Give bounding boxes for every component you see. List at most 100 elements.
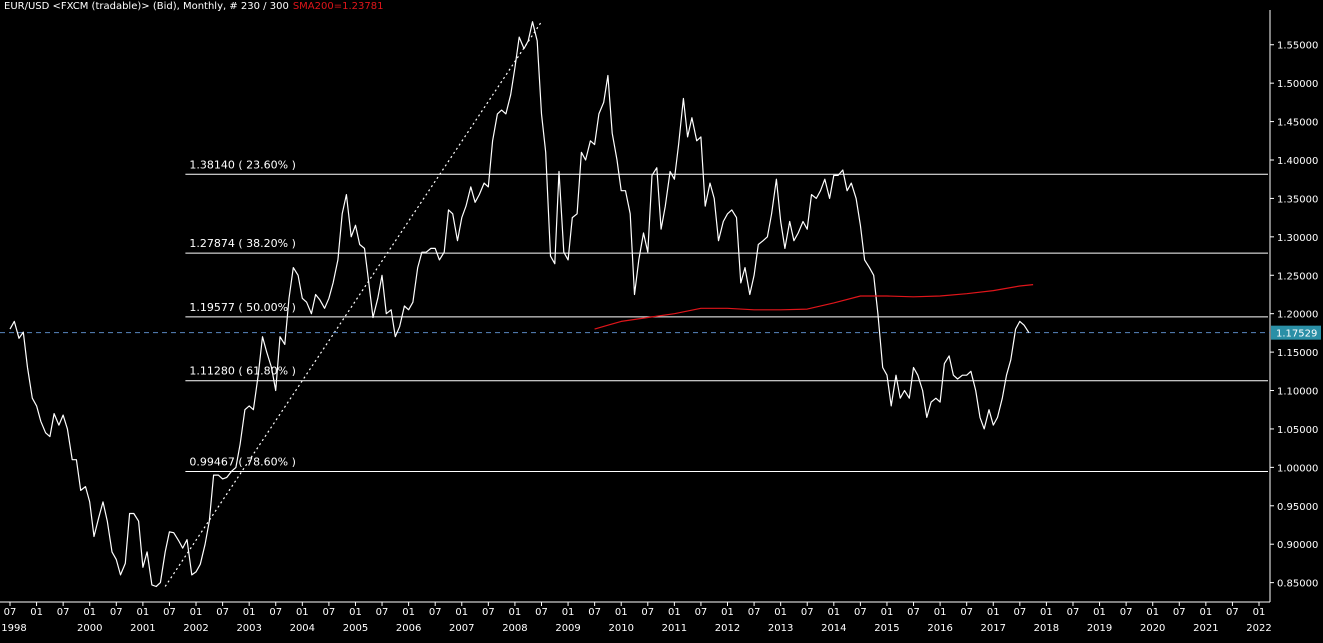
x-tick-label: 01 — [30, 607, 43, 618]
x-tick-label: 07 — [216, 607, 229, 618]
current-price-label: 1.17529 — [1276, 329, 1317, 340]
fib-level-label: 1.19577 ( 50.00% ) — [189, 301, 296, 314]
x-year-label: 2006 — [396, 623, 421, 634]
x-tick-label: 07 — [482, 607, 495, 618]
y-tick-label: 1.30000 — [1277, 233, 1318, 244]
x-year-label: 2002 — [183, 623, 208, 634]
y-tick-label: 1.20000 — [1277, 310, 1318, 321]
x-tick-label: 07 — [110, 607, 123, 618]
x-tick-label: 07 — [801, 607, 814, 618]
x-tick-label: 01 — [1040, 607, 1053, 618]
y-tick-label: 1.05000 — [1277, 425, 1318, 436]
x-year-label: 2020 — [1140, 623, 1165, 634]
x-tick-label: 01 — [721, 607, 734, 618]
y-tick-label: 1.40000 — [1277, 156, 1318, 167]
x-tick-label: 07 — [269, 607, 282, 618]
x-tick-label: 01 — [83, 607, 96, 618]
x-year-label: 2013 — [768, 623, 793, 634]
x-year-label: 2016 — [927, 623, 952, 634]
y-tick-label: 1.15000 — [1277, 348, 1318, 359]
x-tick-label: 01 — [881, 607, 894, 618]
x-year-label: 2008 — [502, 623, 527, 634]
x-tick-label: 07 — [641, 607, 654, 618]
x-tick-label: 01 — [296, 607, 309, 618]
x-tick-label: 01 — [934, 607, 947, 618]
x-year-label: 2014 — [821, 623, 846, 634]
x-tick-label: 01 — [668, 607, 681, 618]
y-tick-label: 1.25000 — [1277, 271, 1318, 282]
y-tick-label: 0.95000 — [1277, 502, 1318, 513]
x-tick-label: 01 — [1199, 607, 1212, 618]
x-tick-label: 07 — [4, 607, 17, 618]
x-year-label: 2007 — [449, 623, 474, 634]
x-tick-label: 07 — [695, 607, 708, 618]
fib-level-label: 1.38140 ( 23.60% ) — [189, 158, 296, 171]
y-tick-label: 0.90000 — [1277, 540, 1318, 551]
y-tick-label: 1.55000 — [1277, 41, 1318, 52]
x-tick-label: 01 — [615, 607, 628, 618]
x-year-label: 2012 — [715, 623, 740, 634]
x-tick-label: 07 — [1173, 607, 1186, 618]
x-tick-label: 07 — [323, 607, 336, 618]
x-year-label: 2009 — [555, 623, 580, 634]
x-tick-label: 07 — [907, 607, 920, 618]
x-year-label: 2003 — [236, 623, 261, 634]
x-tick-label: 07 — [429, 607, 442, 618]
x-year-label: 1998 — [1, 623, 26, 634]
x-tick-label: 01 — [190, 607, 203, 618]
x-year-label: 2010 — [608, 623, 633, 634]
x-tick-label: 07 — [1226, 607, 1239, 618]
x-tick-label: 07 — [1013, 607, 1026, 618]
x-tick-label: 01 — [1253, 607, 1266, 618]
x-year-label: 2005 — [343, 623, 368, 634]
y-tick-label: 1.00000 — [1277, 463, 1318, 474]
x-year-label: 2018 — [1034, 623, 1059, 634]
x-tick-label: 01 — [987, 607, 1000, 618]
x-tick-label: 07 — [748, 607, 761, 618]
fib-level-label: 1.11280 ( 61.80% ) — [189, 365, 296, 378]
x-tick-label: 01 — [827, 607, 840, 618]
x-year-label: 2022 — [1246, 623, 1271, 634]
x-tick-label: 07 — [588, 607, 601, 618]
x-tick-label: 01 — [349, 607, 362, 618]
x-year-label: 2017 — [981, 623, 1006, 634]
x-tick-label: 07 — [1120, 607, 1133, 618]
x-tick-label: 01 — [137, 607, 150, 618]
trendline — [164, 21, 542, 587]
x-tick-label: 01 — [243, 607, 256, 618]
current-price-badge — [1271, 325, 1321, 340]
x-tick-label: 01 — [562, 607, 575, 618]
x-tick-label: 07 — [57, 607, 70, 618]
x-tick-label: 01 — [455, 607, 468, 618]
fib-level-label: 0.99467 ( 78.60% ) — [189, 455, 296, 468]
x-year-label: 2015 — [874, 623, 899, 634]
fib-level-label: 1.27874 ( 38.20% ) — [189, 237, 296, 250]
x-tick-label: 07 — [376, 607, 389, 618]
y-tick-label: 0.85000 — [1277, 579, 1318, 590]
x-tick-label: 01 — [1093, 607, 1106, 618]
x-tick-label: 07 — [535, 607, 548, 618]
y-tick-label: 1.35000 — [1277, 194, 1318, 205]
x-tick-label: 07 — [960, 607, 973, 618]
y-tick-label: 1.50000 — [1277, 79, 1318, 90]
x-tick-label: 01 — [1146, 607, 1159, 618]
x-tick-label: 07 — [1067, 607, 1080, 618]
sma-series-line — [594, 284, 1034, 330]
x-year-label: 2011 — [662, 623, 687, 634]
x-tick-label: 07 — [854, 607, 867, 618]
x-year-label: 2004 — [290, 623, 315, 634]
y-tick-label: 1.45000 — [1277, 118, 1318, 129]
price-series-line — [9, 21, 1030, 588]
y-tick-label: 1.10000 — [1277, 387, 1318, 398]
chart-header: EUR/USD <FXCM (tradable)> (Bid), Monthly… — [4, 1, 383, 12]
x-tick-label: 01 — [402, 607, 415, 618]
sma-label: SMA200=1.23781 — [292, 1, 384, 12]
x-year-label: 2000 — [77, 623, 102, 634]
instrument-label: EUR/USD <FXCM (tradable)> (Bid), Monthly… — [4, 1, 289, 12]
x-year-label: 2019 — [1087, 623, 1112, 634]
x-tick-label: 07 — [163, 607, 176, 618]
x-tick-label: 01 — [509, 607, 522, 618]
x-tick-label: 01 — [774, 607, 787, 618]
x-year-label: 2021 — [1193, 623, 1218, 634]
